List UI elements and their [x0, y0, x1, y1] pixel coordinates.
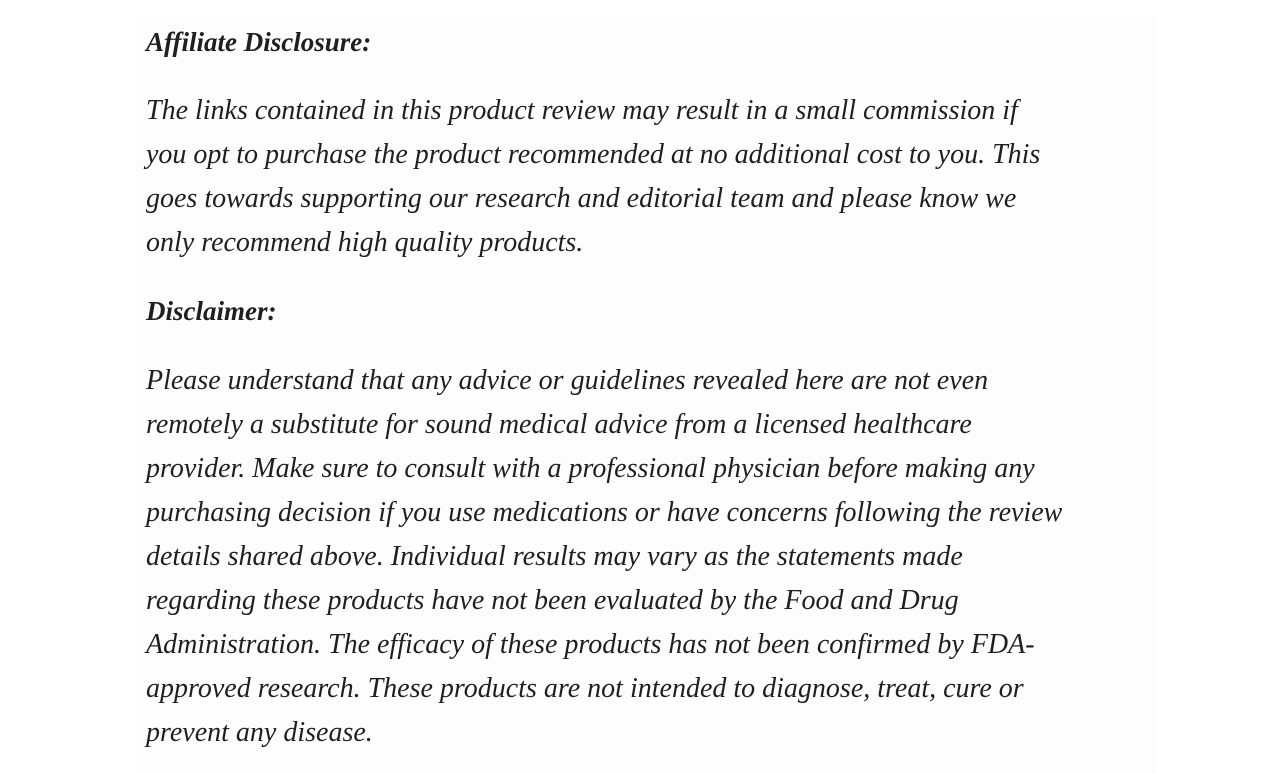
- disclaimer-heading: Disclaimer:: [146, 296, 277, 326]
- content-panel: [135, 14, 1155, 774]
- text-line: goes towards supporting our research and…: [146, 183, 1017, 214]
- text-line: provider. Make sure to consult with a pr…: [146, 453, 1035, 484]
- affiliate-disclosure-text: The links contained in this product revi…: [146, 89, 1040, 265]
- text-line: Please understand that any advice or gui…: [146, 365, 989, 396]
- text-line: details shared above. Individual results…: [146, 541, 963, 572]
- text-line: remotely a substitute for sound medical …: [146, 409, 972, 440]
- text-line: purchasing decision if you use medicatio…: [146, 497, 1063, 528]
- text-line: Administration. The efficacy of these pr…: [146, 629, 1035, 660]
- text-line: approved research. These products are no…: [146, 673, 1024, 704]
- affiliate-disclosure-heading: Affiliate Disclosure:: [146, 27, 372, 57]
- disclaimer-text: Please understand that any advice or gui…: [146, 359, 1062, 755]
- text-line: regarding these products have not been e…: [146, 585, 959, 616]
- text-line: only recommend high quality products.: [146, 227, 584, 258]
- text-line: The links contained in this product revi…: [146, 95, 1018, 126]
- text-line: you opt to purchase the product recommen…: [146, 139, 1041, 170]
- text-line: prevent any disease.: [146, 717, 373, 748]
